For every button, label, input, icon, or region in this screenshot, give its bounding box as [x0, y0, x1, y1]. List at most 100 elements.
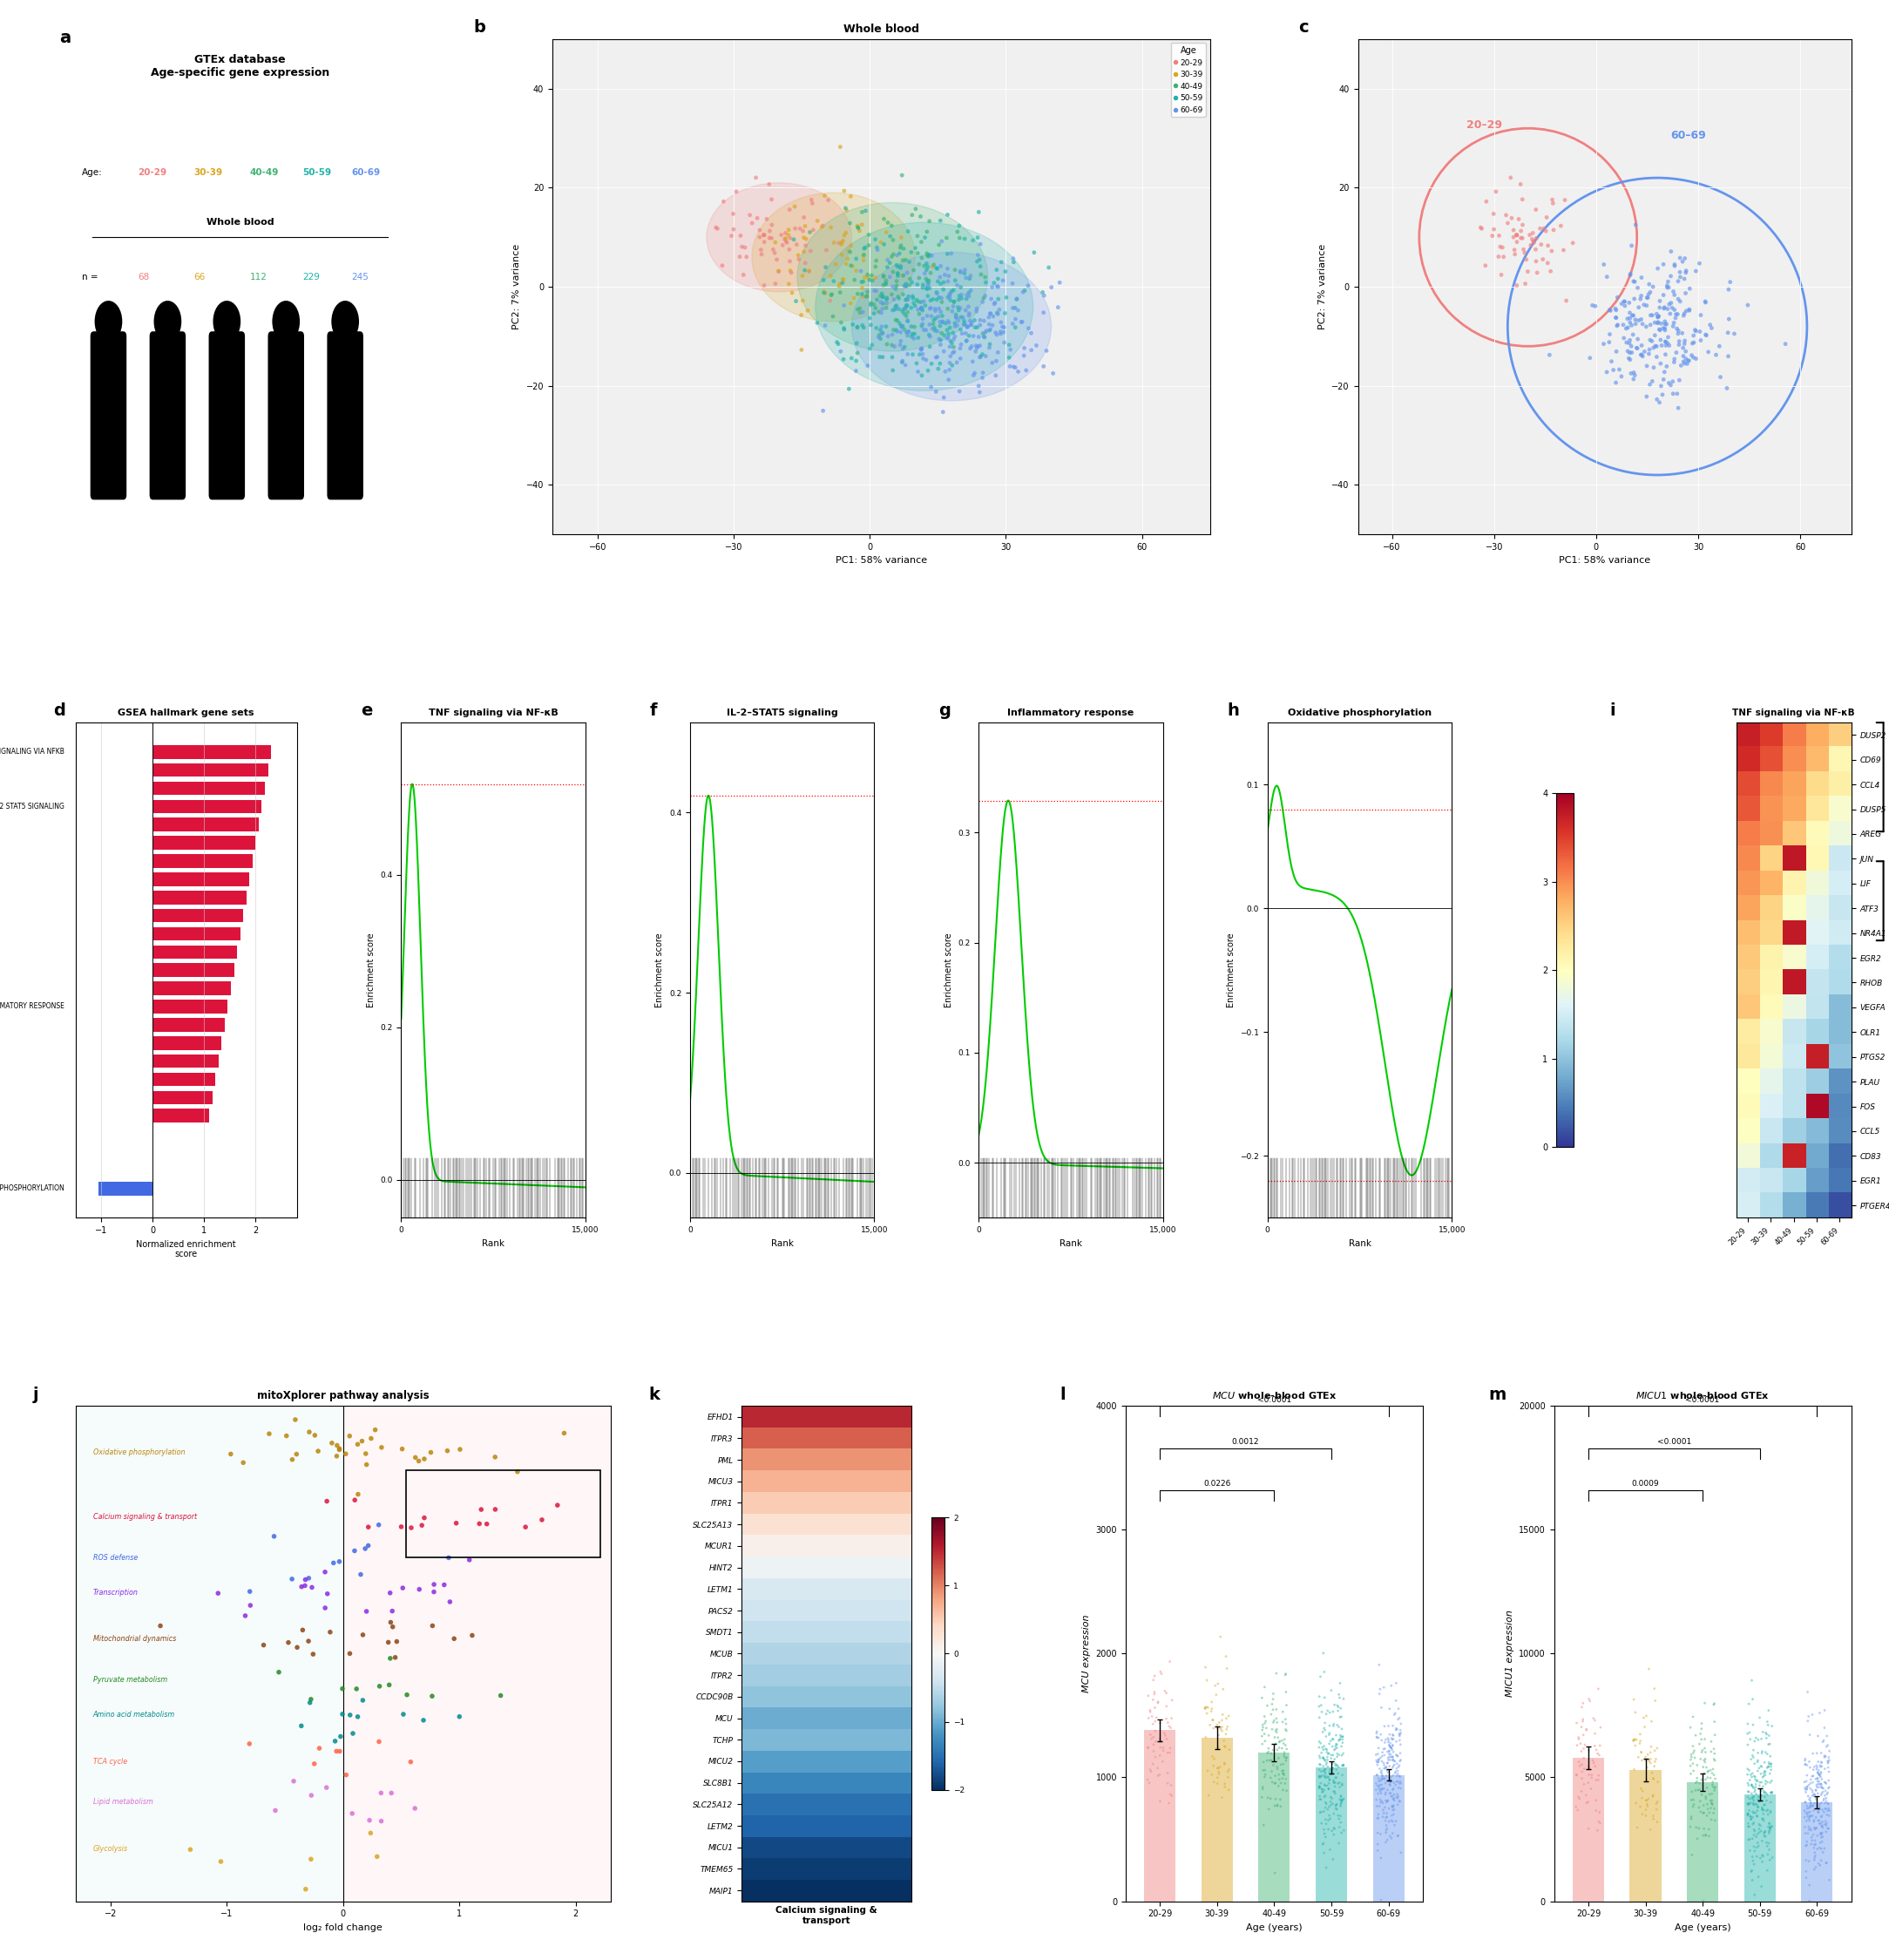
- Point: [1320, 1733, 1351, 1764]
- Point: [1271, 1709, 1302, 1740]
- Point: [918, 284, 948, 316]
- Point: [1798, 1780, 1829, 1811]
- Point: [842, 212, 873, 243]
- Point: [1813, 1788, 1844, 1819]
- Point: [1366, 1742, 1396, 1774]
- Point: [888, 310, 918, 341]
- Point: [926, 282, 956, 314]
- Point: [1521, 245, 1551, 276]
- Point: [933, 318, 963, 349]
- Point: [963, 331, 994, 363]
- Point: [1755, 1719, 1785, 1750]
- Text: Amino acid metabolism: Amino acid metabolism: [93, 1711, 176, 1719]
- X-axis label: Rank: Rank: [771, 1239, 793, 1249]
- Point: [892, 257, 922, 288]
- Point: [1696, 1786, 1727, 1817]
- Bar: [76, 1405, 344, 1901]
- Point: [1672, 255, 1702, 286]
- Point: [1751, 1778, 1781, 1809]
- Point: [1268, 1748, 1298, 1780]
- Text: 0.0012: 0.0012: [1232, 1439, 1260, 1446]
- Point: [1264, 1742, 1294, 1774]
- Point: [1681, 255, 1711, 286]
- Point: [404, 1445, 434, 1476]
- Point: [1744, 1744, 1774, 1776]
- Point: [1311, 1770, 1341, 1801]
- Point: [943, 347, 973, 378]
- Point: [1677, 339, 1708, 370]
- Point: [1328, 1723, 1358, 1754]
- Point: [756, 223, 786, 255]
- Point: [1507, 210, 1538, 241]
- Point: [1315, 1791, 1345, 1823]
- Point: [295, 1417, 325, 1448]
- Point: [1596, 345, 1626, 376]
- Point: [1303, 1727, 1334, 1758]
- Point: [1793, 1780, 1823, 1811]
- Point: [542, 1490, 572, 1521]
- Point: [1812, 1782, 1842, 1813]
- X-axis label: PC1: 58% variance: PC1: 58% variance: [1558, 557, 1651, 564]
- Point: [1009, 339, 1039, 370]
- Point: [1268, 1733, 1298, 1764]
- Point: [1813, 1735, 1844, 1766]
- Point: [1502, 225, 1532, 257]
- Point: [1626, 308, 1657, 339]
- Point: [1009, 274, 1039, 306]
- Point: [1145, 1723, 1175, 1754]
- Point: [453, 1544, 484, 1576]
- Point: [750, 225, 780, 257]
- Point: [1137, 1701, 1167, 1733]
- Point: [417, 1680, 448, 1711]
- Point: [1744, 1813, 1774, 1844]
- Point: [892, 339, 922, 370]
- Point: [1793, 1701, 1823, 1733]
- Point: [1371, 1797, 1402, 1829]
- Point: [1619, 1725, 1649, 1756]
- Point: [1013, 270, 1043, 302]
- Point: [355, 1423, 385, 1454]
- Point: [871, 269, 901, 300]
- Point: [1368, 1737, 1398, 1768]
- Point: [882, 249, 912, 280]
- Point: [1802, 1795, 1832, 1827]
- Point: [1621, 210, 1651, 241]
- Point: [1150, 1703, 1181, 1735]
- Point: [810, 251, 841, 282]
- Point: [1742, 1833, 1772, 1864]
- Point: [996, 351, 1026, 382]
- Point: [1670, 347, 1700, 378]
- Point: [1383, 1748, 1413, 1780]
- Point: [1753, 1695, 1783, 1727]
- Point: [935, 278, 965, 310]
- Point: [1381, 1668, 1411, 1699]
- Point: [831, 192, 861, 223]
- Point: [1377, 1744, 1407, 1776]
- Point: [873, 251, 903, 282]
- Point: [952, 312, 982, 343]
- Point: [1249, 1672, 1279, 1703]
- Point: [1798, 1754, 1829, 1786]
- Point: [933, 321, 963, 353]
- Point: [1643, 302, 1674, 333]
- Circle shape: [331, 300, 359, 343]
- Point: [1377, 1735, 1407, 1766]
- Point: [958, 345, 988, 376]
- Point: [865, 227, 895, 259]
- Point: [1795, 1752, 1825, 1784]
- Point: [1713, 304, 1744, 335]
- Text: j: j: [32, 1386, 38, 1403]
- Point: [1366, 1784, 1396, 1815]
- Point: [1696, 1786, 1727, 1817]
- Point: [1659, 276, 1689, 308]
- Point: [1324, 1803, 1354, 1835]
- Point: [1681, 316, 1711, 347]
- Point: [933, 239, 963, 270]
- Point: [1368, 1762, 1398, 1793]
- Point: [861, 263, 892, 294]
- Point: [1659, 294, 1689, 325]
- Point: [1696, 1803, 1727, 1835]
- Point: [1687, 1723, 1717, 1754]
- Point: [272, 1421, 302, 1452]
- Point: [1502, 220, 1532, 251]
